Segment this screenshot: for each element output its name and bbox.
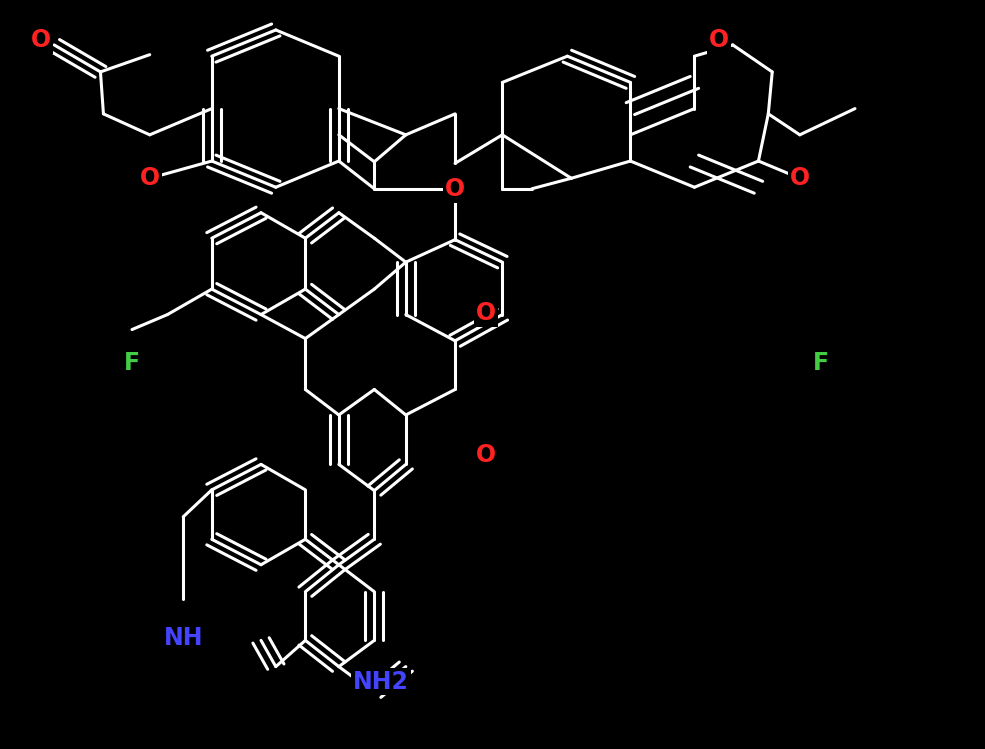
Text: O: O bbox=[32, 28, 51, 52]
Text: NH: NH bbox=[164, 626, 203, 650]
Text: F: F bbox=[813, 351, 828, 375]
Text: O: O bbox=[709, 28, 729, 52]
Text: NH2: NH2 bbox=[354, 670, 409, 694]
Text: F: F bbox=[124, 351, 140, 375]
Text: O: O bbox=[140, 166, 160, 190]
Text: O: O bbox=[476, 301, 495, 325]
Text: O: O bbox=[476, 443, 495, 467]
Text: O: O bbox=[790, 166, 810, 190]
Text: O: O bbox=[445, 177, 465, 201]
